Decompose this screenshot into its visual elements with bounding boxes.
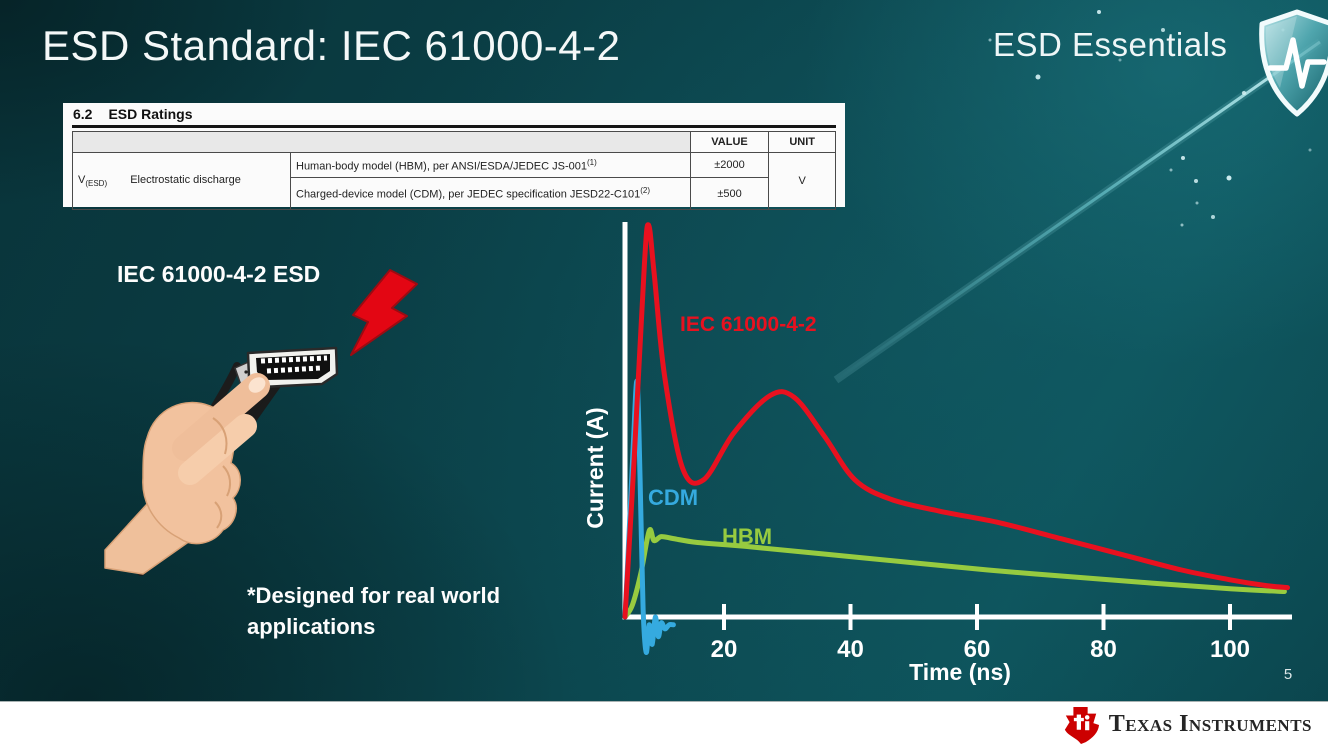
cdm-value: ±500	[689, 177, 770, 210]
hbm-value: ±2000	[689, 152, 770, 178]
footnote-line-1: *Designed for real world	[247, 583, 501, 608]
ratings-table: VALUE UNIT V(ESD) Electrostatic discharg…	[72, 131, 836, 210]
x-axis-label: Time (ns)	[909, 659, 1011, 685]
esd-waveform-chart: 20 40 60 80 100	[622, 222, 1292, 663]
illustration-label: IEC 61000-4-2 ESD	[117, 261, 321, 287]
fingernail	[248, 377, 266, 393]
lightning-bolt-icon	[350, 269, 418, 356]
hbm-description-cell: Human-body model (HBM), per ANSI/ESDA/JE…	[290, 152, 691, 178]
svg-text:100: 100	[1210, 636, 1250, 663]
brand-title: ESD Essentials	[993, 26, 1228, 63]
series-label-iec: IEC 61000-4-2	[680, 313, 817, 336]
hand	[104, 373, 270, 575]
y-axis-label: Current (A)	[582, 407, 608, 529]
section-title: ESD Ratings	[108, 106, 193, 122]
series-label-hbm: HBM	[722, 524, 773, 549]
section-number: 6.2	[73, 106, 93, 122]
table-row: V(ESD) Electrostatic discharge Human-bod…	[72, 152, 836, 210]
esd-parameter: Electrostatic discharge	[130, 173, 241, 186]
cdm-footnote-ref: (2)	[640, 186, 650, 196]
ti-logo-text: Texas Instruments	[1108, 711, 1312, 737]
slide-background: ESD Standard: IEC 61000-4-2 ESD Essentia…	[0, 0, 1328, 701]
table-row: Charged-device model (CDM), per JEDEC sp…	[73, 177, 836, 210]
shield-pulse-icon	[1259, 9, 1328, 117]
hdmi-connector	[246, 346, 339, 389]
cdm-description-cell: Charged-device model (CDM), per JEDEC sp…	[290, 177, 691, 210]
unit-column-header: UNIT	[768, 131, 836, 153]
hand-connector-illustration	[104, 269, 418, 576]
page-number: 5	[1283, 666, 1293, 683]
ratings-table-card: 6.2 ESD Ratings VALUE UNIT V(ESD) Electr…	[63, 103, 845, 210]
hbm-footnote-ref: (1)	[587, 157, 597, 167]
svg-text:20: 20	[711, 636, 738, 663]
footnote-line-2: applications	[247, 614, 376, 639]
page-title: ESD Standard: IEC 61000-4-2	[42, 22, 621, 69]
svg-text:80: 80	[1090, 636, 1117, 663]
footer-bar: Texas Instruments	[0, 701, 1328, 747]
series-label-cdm: CDM	[648, 485, 699, 510]
svg-text:40: 40	[837, 636, 864, 663]
esd-symbol-subscript: (ESD)	[85, 179, 108, 189]
svg-text:60: 60	[964, 636, 991, 663]
hbm-description: Human-body model (HBM), per ANSI/ESDA/JE…	[296, 160, 587, 173]
value-column-header: VALUE	[689, 131, 770, 153]
esd-symbol-cell: V(ESD) Electrostatic discharge	[72, 152, 291, 210]
rating-unit: V	[768, 152, 836, 210]
ti-logo: Texas Instruments	[1062, 702, 1312, 747]
ratings-section-heading: 6.2 ESD Ratings	[72, 106, 836, 128]
cdm-description: Charged-device model (CDM), per JEDEC sp…	[296, 188, 641, 201]
footnote: *Designed for real world applications	[247, 580, 500, 642]
empty-header-cell	[72, 131, 691, 153]
table-header-row: VALUE UNIT	[72, 131, 836, 153]
esd-symbol: V	[78, 173, 86, 186]
ti-bug-icon	[1064, 706, 1099, 744]
